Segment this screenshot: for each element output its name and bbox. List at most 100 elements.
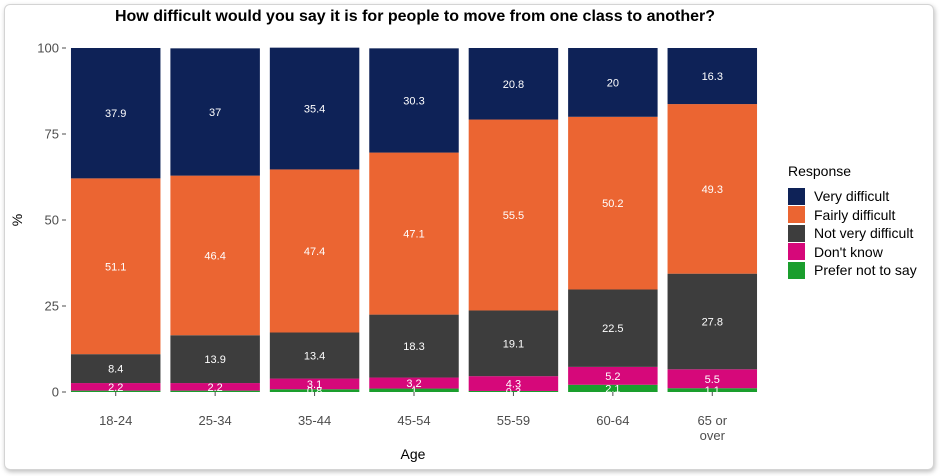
bar-value-label: 18.3 xyxy=(403,341,424,353)
bar-segment xyxy=(269,378,360,390)
bar-value-label: 16.3 xyxy=(702,71,723,83)
bar-value-label: 47.4 xyxy=(304,246,325,258)
bar-segment xyxy=(170,48,260,176)
x-tick-label: 60-64 xyxy=(596,413,629,428)
bar-segment xyxy=(568,116,658,290)
bar-segment xyxy=(568,289,658,367)
x-tick-label: 55-59 xyxy=(497,413,530,428)
bar-segment xyxy=(170,383,260,391)
bar-segment xyxy=(70,178,161,355)
legend-item: Prefer not to say xyxy=(788,261,917,280)
bar-value-label: 2.2 xyxy=(207,382,222,394)
bar-segment xyxy=(170,335,260,384)
bar-segment xyxy=(568,366,658,385)
bar-value-label: 1.1 xyxy=(705,385,720,397)
legend: Response Very difficult Fairly difficult N… xyxy=(788,163,917,280)
bar-segment xyxy=(269,47,360,170)
legend-swatch xyxy=(788,243,805,261)
bar-value-label: 1 xyxy=(411,385,417,397)
bar-segment xyxy=(369,152,459,315)
y-tick-label: 100 xyxy=(37,41,59,56)
bar-segment xyxy=(667,273,758,370)
bar-value-label: 13.9 xyxy=(204,354,225,366)
legend-label: Don't know xyxy=(814,243,883,260)
chart-title: How difficult would you say it is for pe… xyxy=(114,8,716,25)
bar-segment xyxy=(468,119,559,311)
x-tick-label: 18-24 xyxy=(99,413,132,428)
bar-segment xyxy=(170,175,260,336)
bar-value-label: 5.2 xyxy=(605,371,620,383)
bar-value-label: 13.4 xyxy=(304,351,325,363)
legend-item: Don't know xyxy=(788,243,917,262)
legend-items: Very difficult Fairly difficult Not very d… xyxy=(788,187,917,280)
bar-value-label: 3.1 xyxy=(307,379,322,391)
x-tick-label: 25-34 xyxy=(199,413,232,428)
bar-value-label: 55.5 xyxy=(503,210,524,222)
bar-value-label: 50.2 xyxy=(602,198,623,210)
bar-value-label: 0.8 xyxy=(307,386,322,398)
x-tick-label: 35-44 xyxy=(298,413,331,428)
bar-segment xyxy=(468,390,559,392)
legend-item: Fairly difficult xyxy=(788,206,917,225)
bar-segment xyxy=(667,369,758,389)
y-tick-label: 75 xyxy=(45,127,59,142)
legend-title: Response xyxy=(788,163,852,179)
x-tick-label: 65 or xyxy=(697,413,727,428)
bar-segment xyxy=(667,104,758,274)
bar-segment xyxy=(170,390,260,392)
bar-value-label: 47.1 xyxy=(403,229,424,241)
bar-value-label: 22.5 xyxy=(602,323,623,335)
bar-segment xyxy=(70,354,161,384)
legend-swatch xyxy=(788,187,805,205)
y-tick-label: 50 xyxy=(45,213,59,228)
y-tick-label: 0 xyxy=(52,385,59,400)
bar-value-label: 49.3 xyxy=(702,184,723,196)
bar-value-label: 20 xyxy=(607,77,619,89)
bar-segment xyxy=(568,48,658,117)
bar-value-label: 35.4 xyxy=(304,104,325,116)
x-tick-label: 45-54 xyxy=(397,413,430,428)
bar-value-label: 51.1 xyxy=(105,261,126,273)
bar-value-label: 2.1 xyxy=(605,383,620,395)
bar-value-label: 4.3 xyxy=(506,379,521,391)
bar-value-label: 8.4 xyxy=(108,364,123,376)
legend-swatch xyxy=(788,261,805,279)
bar-value-label: 27.8 xyxy=(702,316,723,328)
bar-value-label: 19.1 xyxy=(503,338,524,350)
bar-value-label: 37.9 xyxy=(105,108,126,120)
bar-segment xyxy=(369,314,459,378)
bar-segment xyxy=(468,310,559,377)
bar-segment xyxy=(468,376,559,391)
bar-segment xyxy=(667,48,758,105)
bar-segment xyxy=(369,48,459,153)
x-axis-title: Age xyxy=(401,446,426,462)
bar-value-label: 46.4 xyxy=(204,250,225,262)
bar-segment xyxy=(269,389,360,392)
legend-label: Prefer not to say xyxy=(814,262,917,279)
bar-segment xyxy=(369,388,459,392)
bar-segment xyxy=(667,388,758,392)
legend-label: Not very difficult xyxy=(814,225,914,242)
bar-value-label: 30.3 xyxy=(403,95,424,107)
legend-label: Very difficult xyxy=(814,188,890,205)
bars: 2.2 8.4 51.1 37.9 2.2 13.9 46.4 37 0.83.1 13.4 47.… xyxy=(70,47,758,398)
bar-value-label: 3.2 xyxy=(406,378,421,390)
legend-swatch xyxy=(788,224,805,242)
bar-segment xyxy=(70,390,161,392)
bar-value-label: 5.5 xyxy=(705,374,720,386)
bar-segment xyxy=(269,169,360,333)
x-tick-label: over xyxy=(700,428,726,443)
legend-item: Not very difficult xyxy=(788,224,917,243)
bar-segment xyxy=(269,332,360,379)
bar-segment xyxy=(70,383,161,391)
bar-value-label: 37 xyxy=(209,107,221,119)
bar-segment xyxy=(369,377,459,389)
legend-label: Fairly difficult xyxy=(814,206,896,223)
y-tick-label: 25 xyxy=(45,299,59,314)
bar-segment xyxy=(568,384,658,392)
y-axis: 0 25 50 75 100 xyxy=(37,41,66,400)
bar-segment xyxy=(468,48,559,120)
legend-item: Very difficult xyxy=(788,187,917,206)
